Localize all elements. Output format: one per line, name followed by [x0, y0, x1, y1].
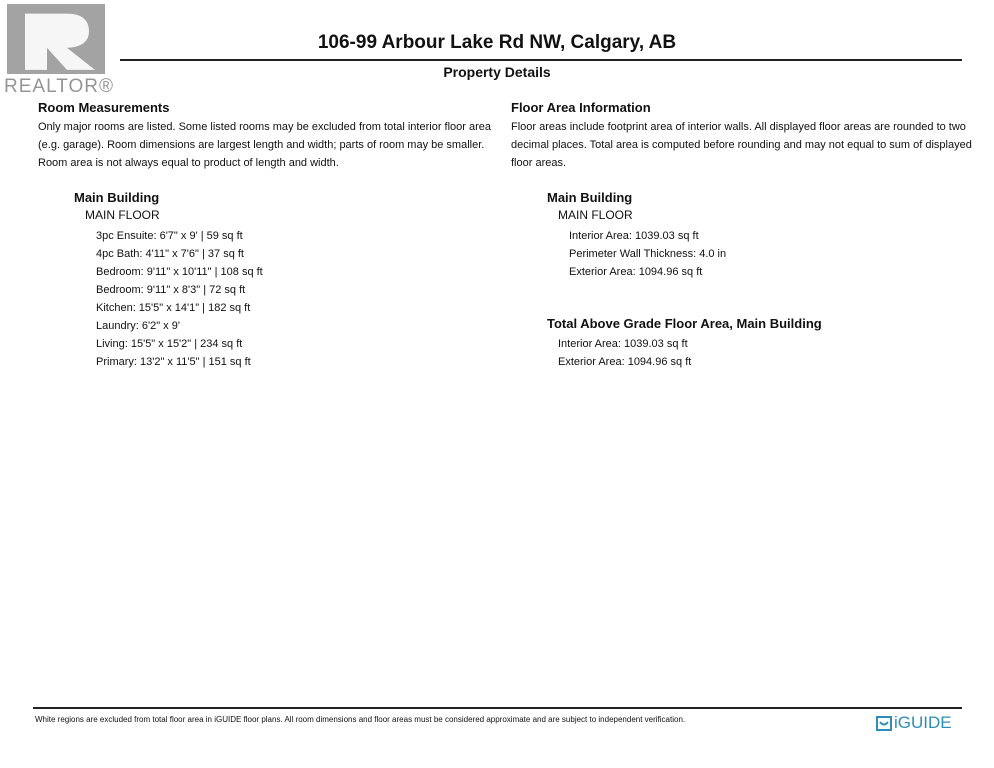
- total-area-list: Interior Area: 1039.03 sq ft Exterior Ar…: [558, 335, 691, 371]
- list-item: Exterior Area: 1094.96 sq ft: [558, 356, 692, 368]
- list-item: 3pc Ensuite: 6'7" x 9' | 59 sq ft: [96, 230, 243, 242]
- building-heading: Main Building: [547, 190, 633, 205]
- realtor-watermark-text: REALTOR®: [4, 76, 114, 97]
- intro-line: Room area is not always equal to product…: [38, 157, 339, 169]
- building-heading: Main Building: [74, 190, 160, 205]
- list-item: Bedroom: 9'11" x 8'3" | 72 sq ft: [96, 284, 246, 296]
- list-item: Perimeter Wall Thickness: 4.0 in: [569, 248, 727, 260]
- intro-line: Floor areas include footprint area of in…: [511, 121, 966, 133]
- intro-line: floor areas.: [511, 157, 567, 169]
- intro-line: (e.g. garage). Room dimensions are large…: [38, 139, 485, 151]
- iguide-box-icon: [876, 715, 892, 731]
- list-item: Living: 15'5" x 15'2" | 234 sq ft: [96, 338, 243, 350]
- iguide-logo-text: iGUIDE: [894, 713, 952, 732]
- realtor-logo: [7, 4, 105, 74]
- floor-area-heading: Floor Area Information: [511, 100, 651, 115]
- floor-area-intro: Floor areas include footprint area of in…: [511, 118, 972, 172]
- intro-line: decimal places. Total area is computed b…: [511, 139, 972, 151]
- iguide-logo: iGUIDE: [876, 713, 952, 733]
- list-item: Exterior Area: 1094.96 sq ft: [569, 266, 703, 278]
- list-item: Primary: 13'2" x 11'5" | 151 sq ft: [96, 356, 251, 368]
- list-item: Interior Area: 1039.03 sq ft: [558, 338, 688, 350]
- list-item: Laundry: 6'2" x 9': [96, 320, 180, 332]
- divider: [120, 59, 962, 61]
- intro-line: Only major rooms are listed. Some listed…: [38, 121, 492, 133]
- room-measurements-heading: Room Measurements: [38, 100, 170, 115]
- list-item: Kitchen: 15'5" x 14'1" | 182 sq ft: [96, 302, 251, 314]
- page-title: 106-99 Arbour Lake Rd NW, Calgary, AB: [317, 32, 677, 53]
- floor-label: MAIN FLOOR: [558, 208, 633, 222]
- area-list: Interior Area: 1039.03 sq ft Perimeter W…: [569, 227, 726, 281]
- total-area-heading: Total Above Grade Floor Area, Main Build…: [547, 316, 822, 331]
- floor-label: MAIN FLOOR: [85, 208, 160, 222]
- room-measurements-intro: Only major rooms are listed. Some listed…: [38, 118, 491, 172]
- footer-disclaimer: White regions are excluded from total fl…: [35, 715, 686, 724]
- list-item: Bedroom: 9'11" x 10'11" | 108 sq ft: [96, 266, 263, 278]
- list-item: Interior Area: 1039.03 sq ft: [569, 230, 699, 242]
- list-item: 4pc Bath: 4'11" x 7'6" | 37 sq ft: [96, 248, 244, 260]
- room-list: 3pc Ensuite: 6'7" x 9' | 59 sq ft 4pc Ba…: [96, 227, 263, 371]
- divider: [33, 707, 962, 709]
- page-subtitle: Property Details: [443, 64, 551, 80]
